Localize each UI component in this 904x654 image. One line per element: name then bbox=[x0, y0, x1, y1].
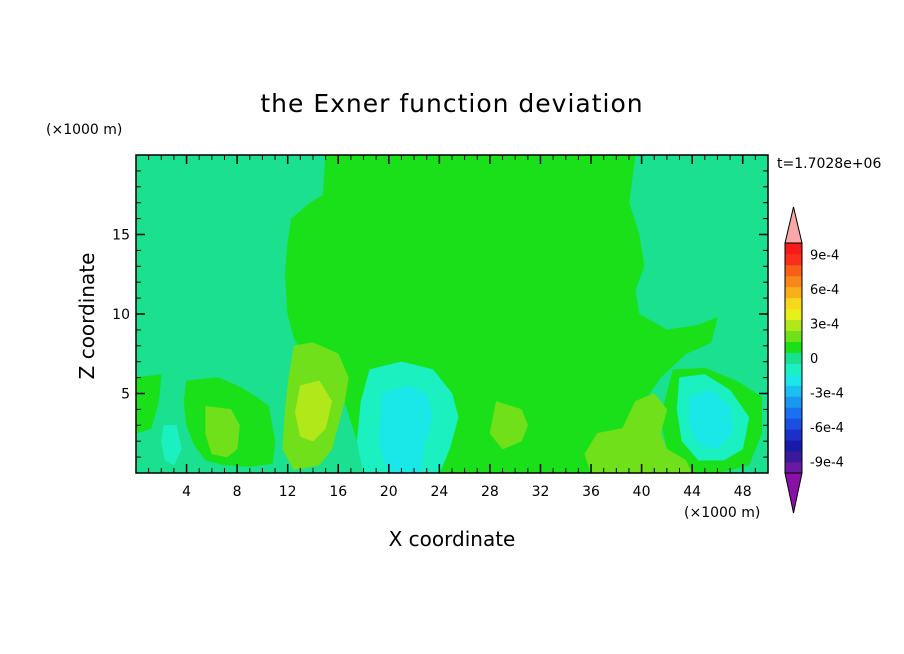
colorbar-tick-label: 3e-4 bbox=[810, 318, 839, 333]
colorbar-tick-label: 0 bbox=[810, 352, 818, 367]
chart-title: the Exner function deviation bbox=[260, 89, 643, 118]
colorbar-swatch bbox=[785, 462, 802, 474]
x-tick-label: 24 bbox=[430, 484, 448, 500]
x-tick-label: 16 bbox=[329, 484, 347, 500]
colorbar-swatch bbox=[785, 341, 802, 353]
colorbar-tick-label: -6e-4 bbox=[810, 421, 844, 436]
y-tick-label: 10 bbox=[112, 307, 130, 323]
colorbar-swatch bbox=[785, 352, 802, 364]
colorbar-tick-label: 9e-4 bbox=[810, 249, 839, 264]
colorbar-tick-label: -3e-4 bbox=[810, 387, 844, 402]
colorbar-over-arrow bbox=[784, 206, 803, 244]
x-axis-label: X coordinate bbox=[389, 527, 516, 551]
x-tick-label: 4 bbox=[182, 484, 191, 500]
colorbar-swatch bbox=[785, 418, 802, 430]
colorbar-swatch bbox=[785, 385, 802, 397]
colorbar-frame bbox=[784, 242, 803, 474]
x-tick-label: 36 bbox=[582, 484, 600, 500]
colorbar-swatch bbox=[785, 429, 802, 441]
colorbar-swatch bbox=[785, 330, 802, 342]
x-tick-label: 28 bbox=[481, 484, 499, 500]
x-tick-label: 40 bbox=[633, 484, 651, 500]
colorbar-swatch bbox=[785, 451, 802, 463]
y-axis-unit: (×1000 m) bbox=[46, 122, 122, 138]
contour-region-6 bbox=[205, 405, 240, 458]
colorbar-swatch bbox=[785, 275, 802, 288]
x-axis: 4 8 12 16 20 24 28 32 36 40 44 48 bbox=[148, 155, 756, 500]
x-tick-label: 48 bbox=[734, 484, 752, 500]
colorbar-swatch bbox=[785, 440, 802, 452]
contour-region-7 bbox=[489, 401, 529, 450]
colorbar-tick-label: -9e-4 bbox=[810, 456, 844, 471]
contour-region-8 bbox=[584, 393, 693, 473]
colorbar-swatch bbox=[785, 374, 802, 386]
contour-region-9 bbox=[295, 380, 333, 442]
colorbar-swatch bbox=[785, 286, 802, 299]
y-tick-label: 5 bbox=[121, 387, 130, 403]
x-tick-label: 32 bbox=[532, 484, 550, 500]
x-tick-label: 20 bbox=[380, 484, 398, 500]
x-axis-unit: (×1000 m) bbox=[684, 505, 760, 521]
contour-region-12 bbox=[161, 425, 182, 466]
contour-region-2 bbox=[136, 374, 162, 434]
colorbar-swatch bbox=[785, 363, 802, 375]
colorbar-swatch bbox=[785, 319, 802, 332]
contour-regions bbox=[136, 155, 762, 473]
y-axis-label: Z coordinate bbox=[75, 253, 99, 380]
colorbar-swatch bbox=[785, 297, 802, 310]
colorbar-swatch bbox=[785, 407, 802, 419]
plot-area bbox=[135, 154, 769, 474]
time-label: t=1.7028e+06 bbox=[777, 156, 881, 172]
colorbar-swatch bbox=[785, 253, 802, 266]
colorbar-swatch bbox=[785, 243, 802, 255]
x-tick-label: 44 bbox=[683, 484, 701, 500]
y-axis: 5 10 15 bbox=[112, 170, 768, 458]
contour-region-13 bbox=[378, 385, 434, 473]
colorbar: 9e-4 6e-4 3e-4 0 -3e-4 -6e-4 -9e-4 bbox=[784, 206, 844, 514]
colorbar-tick-label: 6e-4 bbox=[810, 283, 839, 298]
colorbar-swatch bbox=[785, 308, 802, 321]
contour-region-14 bbox=[689, 390, 733, 450]
colorbar-swatch bbox=[785, 264, 802, 277]
colorbar-under-arrow bbox=[784, 472, 803, 514]
y-tick-label: 15 bbox=[112, 228, 130, 244]
x-tick-label: 12 bbox=[279, 484, 297, 500]
x-tick-label: 8 bbox=[233, 484, 242, 500]
colorbar-swatch bbox=[785, 396, 802, 408]
